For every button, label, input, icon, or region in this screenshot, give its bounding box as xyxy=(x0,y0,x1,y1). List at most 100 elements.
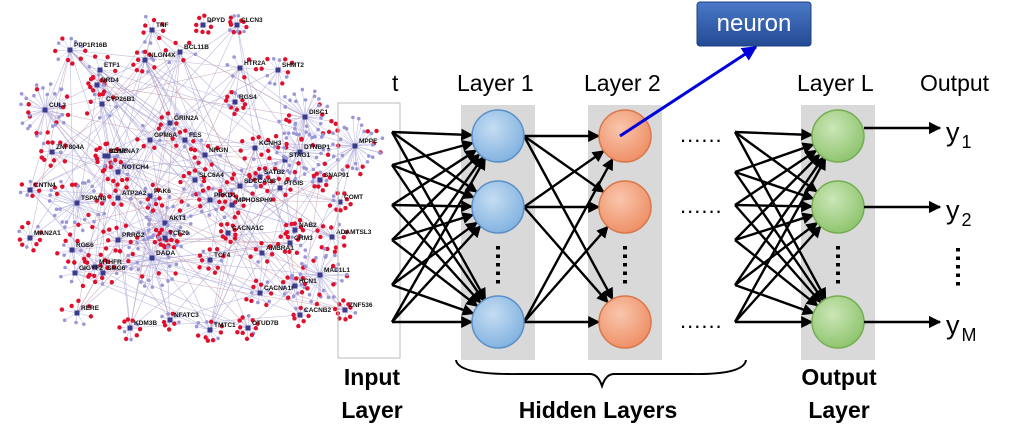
gene-label: AMBRA1 xyxy=(266,245,294,252)
gene-label: HTR2A xyxy=(244,60,266,67)
hidden-to-layerL-edge xyxy=(733,131,827,301)
ellipsis-row-1: ...... xyxy=(680,122,723,147)
layerL-node-1 xyxy=(811,109,865,163)
input-to-layer1-edge xyxy=(391,283,475,316)
hidden-to-layerL-edge xyxy=(734,170,815,201)
gene-label: CLCN3 xyxy=(241,17,263,24)
gene-label: ATP2A2 xyxy=(122,190,147,197)
gene-label: BDNF xyxy=(109,148,127,155)
gene-label: CACNB2 xyxy=(304,307,331,314)
layerL-node-2 xyxy=(811,180,865,234)
gene-label: MTHFR xyxy=(99,259,122,266)
gene-label: TNF xyxy=(156,22,169,29)
neural-network-diagram: t Layer 1 Layer 2 Layer L Output ...... … xyxy=(341,1,990,423)
gene-label: SHMT2 xyxy=(282,62,304,69)
gene-label: GPM6A xyxy=(154,132,177,139)
layer2-node-n xyxy=(598,295,652,349)
gene-label: SLC6A4 xyxy=(199,172,224,179)
gene-label: DRD4 xyxy=(101,77,119,84)
gene-label: OTUD7B xyxy=(252,320,279,327)
gene-label: STAG1 xyxy=(289,152,311,159)
input-to-layer1-edge xyxy=(391,164,485,302)
input-to-layer1-edge xyxy=(391,139,475,167)
input-to-layer1-edge xyxy=(391,156,484,286)
gene-label: CHRNA7 xyxy=(112,148,139,155)
gene-label: RERE xyxy=(81,305,100,312)
hidden-to-layerL-edge xyxy=(734,171,825,302)
layer1-to-layer2-edge xyxy=(523,225,609,323)
hidden-to-layerL-edge xyxy=(734,225,822,323)
gene-label: SATB2 xyxy=(264,169,285,176)
gene-label: PPP1R16B xyxy=(74,42,108,49)
gene-label: RGS6 xyxy=(76,242,94,249)
output-layer-label-line2: Layer xyxy=(808,397,869,423)
gene-label: NFATC3 xyxy=(174,312,199,319)
gene-label: NLGN4X xyxy=(149,52,176,59)
layer1-node-2 xyxy=(471,180,525,234)
gene-label: CNTN4 xyxy=(34,182,56,189)
layerL-label: Layer L xyxy=(797,70,874,96)
input-to-layer1-edge xyxy=(391,149,478,207)
hidden-to-layerL-edge xyxy=(733,157,827,323)
gene-label: ETF1 xyxy=(104,62,120,69)
gene-label: SDCCAG8 xyxy=(244,178,276,185)
gene-label: CYP26B1 xyxy=(106,96,135,103)
gene-label: ZNF536 xyxy=(349,302,373,309)
gene-label: AKT1 xyxy=(169,215,186,222)
hidden-to-layerL-edge xyxy=(734,128,814,141)
gene-label: SNAP91 xyxy=(324,172,350,179)
neuron-callout-box xyxy=(696,1,812,47)
neuron-callout-label: neuron xyxy=(717,10,792,37)
layer1-to-layer2-edge xyxy=(523,135,605,194)
gene-label: PRKD1 xyxy=(214,192,236,199)
hidden-to-layerL-edge xyxy=(734,221,819,286)
layer2-node-1 xyxy=(598,109,652,163)
input-to-layer1-edge xyxy=(391,221,479,286)
gene-label: ADAMTSL3 xyxy=(336,229,372,236)
layer1-to-layer2-edge xyxy=(523,206,609,304)
gene-label: KDM3B xyxy=(134,320,157,327)
gene-label: MAN2A1 xyxy=(34,230,61,237)
gene-network-graph: PPP1R16B TNF DPYD CLCN3 BCL11B NLGN4X ETF1 DRD4… xyxy=(8,4,400,358)
output-label: Output xyxy=(920,70,990,96)
ellipsis-row-3: ...... xyxy=(680,308,723,333)
gene-label: TSPAN8 xyxy=(81,195,107,202)
input-to-layer1-edge xyxy=(391,239,479,308)
layer1-to-layer2-edge xyxy=(522,157,614,323)
gene-label: MAD1L1 xyxy=(324,267,350,274)
input-to-layer1-edge xyxy=(391,128,474,141)
gene-label: HCN1 xyxy=(299,278,317,285)
gene-label: NRGN xyxy=(209,147,228,154)
layer1-label: Layer 1 xyxy=(457,70,534,96)
gene-label: GRM3 xyxy=(294,235,313,242)
hidden-to-layerL-edge xyxy=(734,283,815,316)
hidden-layers-label: Hidden Layers xyxy=(519,397,678,423)
gene-label: NOTCH4 xyxy=(122,164,149,171)
input-to-layer1-edge xyxy=(391,131,478,193)
gene-label: TCF4 xyxy=(214,252,231,259)
gene-label: MPHOSPH9 xyxy=(236,197,273,204)
gene-label: PTGIS xyxy=(284,180,304,187)
gene-label: PAK6 xyxy=(154,188,171,195)
connection-lines xyxy=(390,128,827,328)
gene-label: KCNH3 xyxy=(259,140,282,147)
hidden-to-layerL-edge xyxy=(734,153,821,241)
hidden-to-layerL-edge xyxy=(734,239,819,307)
input-partial-label: t xyxy=(392,70,399,96)
hidden-layers-brace xyxy=(455,359,747,390)
network-gene-labels: PPP1R16B TNF DPYD CLCN3 BCL11B NLGN4X ETF1 DRD4… xyxy=(34,17,378,329)
layer1-to-layer2-edge xyxy=(522,135,614,301)
layer1-to-layer2-edge xyxy=(523,149,605,208)
network-nodes xyxy=(17,13,385,343)
gene-label: CACNA1I xyxy=(264,285,293,292)
gene-label: FES xyxy=(189,132,202,139)
hidden-to-layerL-edge xyxy=(734,142,815,174)
layer2-node-2 xyxy=(598,180,652,234)
gene-label: CUL3 xyxy=(49,102,66,109)
gene-label: CACNA1C xyxy=(232,225,264,232)
input-to-layer1-edge xyxy=(391,225,482,323)
gene-label: RGS4 xyxy=(239,94,257,101)
